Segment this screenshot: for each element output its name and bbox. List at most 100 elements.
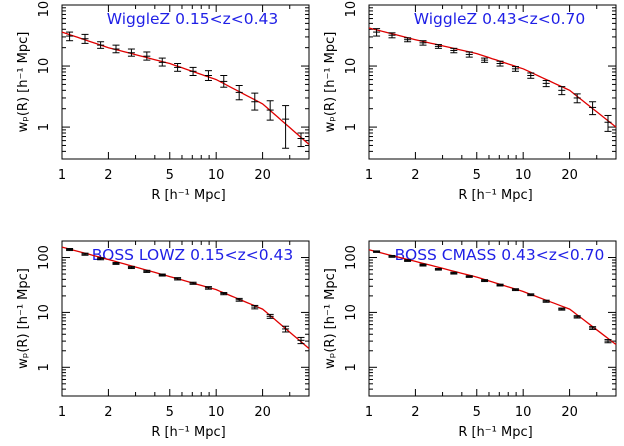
chart-panel-3: 1 2 5 10 20 1 10 100 R [h⁻¹ Mpc] wₚ(R) [h⁻¹ Mpc] B… <box>16 240 310 440</box>
data-point <box>127 48 135 57</box>
y-tick-label: 100 <box>344 0 359 17</box>
model-curve <box>368 249 617 346</box>
y-tick-label: 100 <box>37 0 52 17</box>
x-tick-label: 1 <box>365 405 373 420</box>
data-point <box>81 252 89 256</box>
data-point <box>573 93 581 104</box>
data-point <box>589 101 597 116</box>
x-tick-label: 10 <box>208 168 225 183</box>
data-point <box>235 297 243 302</box>
data-point <box>127 265 135 270</box>
data-point <box>419 263 427 267</box>
data-point <box>297 336 305 345</box>
x-tick-label: 10 <box>515 405 532 420</box>
data-point <box>388 32 396 39</box>
x-tick-label: 2 <box>411 168 419 183</box>
y-tick-label: 10 <box>37 304 52 321</box>
data-point <box>282 325 290 333</box>
x-tick-label: 1 <box>365 168 373 183</box>
data-point <box>174 277 182 281</box>
data-point <box>158 273 166 277</box>
data-point <box>388 254 396 258</box>
x-tick-label: 1 <box>58 405 66 420</box>
data-point <box>450 47 458 54</box>
y-tick-label: 10 <box>344 304 359 321</box>
data-point <box>589 326 597 330</box>
data-point <box>481 279 489 283</box>
y-tick-label: 10 <box>344 58 359 75</box>
data-point <box>404 37 412 43</box>
data-point <box>266 100 274 121</box>
y-tick-label: 1 <box>37 363 52 371</box>
data-point <box>527 293 535 297</box>
data-point <box>542 79 550 88</box>
data-point <box>511 66 519 72</box>
data-point <box>189 66 197 76</box>
data-point <box>604 339 612 344</box>
x-axis-label: R [h⁻¹ Mpc] <box>151 188 225 203</box>
data-point <box>81 33 89 44</box>
x-tick-label: 5 <box>166 405 174 420</box>
data-point <box>373 28 381 37</box>
data-point <box>204 70 212 81</box>
data-point <box>204 286 212 290</box>
data-point <box>511 288 519 292</box>
data-point <box>66 31 74 42</box>
data-point <box>112 262 120 265</box>
data-point <box>112 44 120 54</box>
data-point <box>174 63 182 72</box>
data-point <box>189 281 197 285</box>
panel-title: WiggleZ 0.15<z<0.43 <box>107 10 279 28</box>
data-point <box>604 114 612 132</box>
data-point <box>496 60 504 67</box>
x-tick-label: 2 <box>104 168 112 183</box>
y-tick-label: 10 <box>37 58 52 75</box>
data-point <box>297 132 305 148</box>
x-tick-label: 20 <box>561 405 578 420</box>
data-point <box>373 250 381 253</box>
y-axis-label: wₚ(R) [h⁻¹ Mpc] <box>16 268 31 369</box>
data-point <box>251 92 259 111</box>
x-tick-label: 20 <box>254 168 271 183</box>
y-tick-label: 100 <box>344 245 359 270</box>
data-point <box>450 271 458 275</box>
x-tick-label: 20 <box>561 168 578 183</box>
data-point <box>220 292 228 296</box>
x-axis-label: R [h⁻¹ Mpc] <box>151 425 225 440</box>
data-point <box>143 269 151 273</box>
model-curve <box>368 27 617 128</box>
data-point <box>251 304 259 310</box>
data-point <box>465 51 473 58</box>
data-point <box>266 313 274 319</box>
data-point <box>481 57 489 63</box>
x-axis-label: R [h⁻¹ Mpc] <box>458 188 532 203</box>
chart-panel-2: 1 2 5 10 20 1 10 100 R [h⁻¹ Mpc] wₚ(R) [h⁻¹ Mpc] W… <box>323 0 617 203</box>
data-point <box>558 307 566 311</box>
x-tick-label: 5 <box>473 168 481 183</box>
y-tick-label: 1 <box>37 123 52 131</box>
plot-frame <box>61 4 310 160</box>
x-axis-label: R [h⁻¹ Mpc] <box>458 425 532 440</box>
x-tick-label: 2 <box>104 405 112 420</box>
data-point <box>66 248 74 252</box>
x-tick-label: 10 <box>208 405 225 420</box>
x-tick-label: 5 <box>473 405 481 420</box>
x-tick-label: 5 <box>166 168 174 183</box>
y-tick-label: 1 <box>344 363 359 371</box>
x-tick-label: 1 <box>58 168 66 183</box>
panel-title: WiggleZ 0.43<z<0.70 <box>414 10 586 28</box>
y-axis-label: wₚ(R) [h⁻¹ Mpc] <box>323 268 338 369</box>
y-tick-label: 1 <box>344 123 359 131</box>
data-point <box>573 315 581 319</box>
panel-title: BOSS CMASS 0.43<z<0.70 <box>395 246 605 264</box>
x-tick-label: 20 <box>254 405 271 420</box>
chart-panel-1: 1 2 5 10 20 1 10 100 R [h⁻¹ Mpc] wₚ(R) [h⁻¹ Mpc] W… <box>16 0 310 203</box>
plot-frame <box>368 240 617 397</box>
data-point <box>143 51 151 61</box>
data-point <box>220 74 228 88</box>
y-tick-label: 100 <box>37 245 52 270</box>
x-tick-label: 2 <box>411 405 419 420</box>
panel-title: BOSS LOWZ 0.15<z<0.43 <box>92 246 293 264</box>
plot-frame <box>368 4 617 160</box>
